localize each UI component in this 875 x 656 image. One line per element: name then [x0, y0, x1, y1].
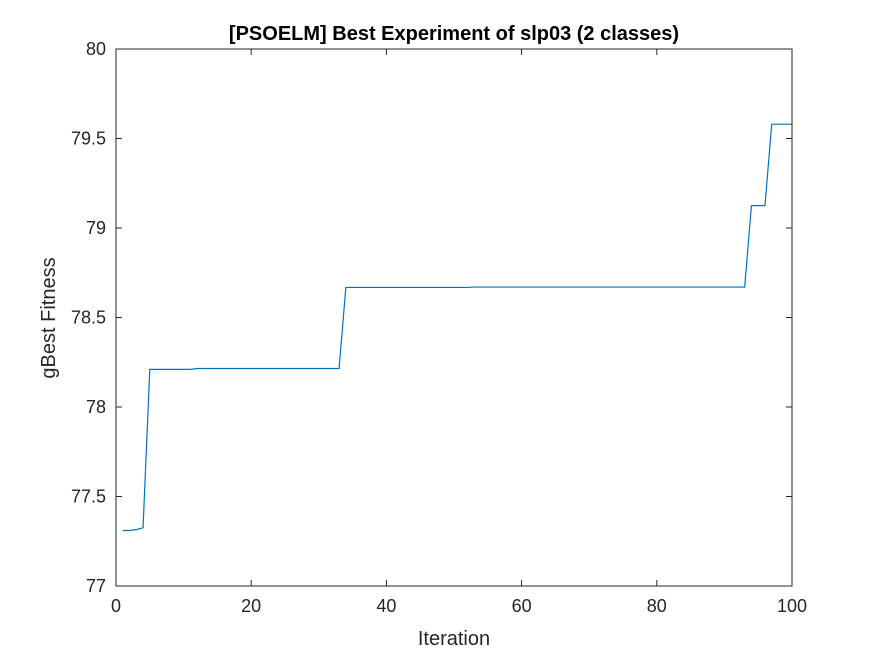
y-tick-label-5: 79.5: [71, 129, 106, 149]
y-tick-label-6: 80: [86, 39, 106, 59]
axis-tick-labels: 0 20 40 60 80 100 77 77.5 78 78.5 79 79.5 80: [71, 39, 807, 616]
series-line: [122, 123, 792, 532]
chart-title: [PSOELM] Best Experiment of slp03 (2 cla…: [229, 23, 679, 45]
x-tick-label-0: 0: [111, 596, 121, 616]
plot-box: [115, 48, 793, 587]
plot-area: [116, 49, 792, 586]
y-tick-label-0: 77: [86, 576, 106, 596]
x-tick-label-4: 80: [647, 596, 667, 616]
y-axis-label: gBest Fitness: [38, 257, 60, 378]
y-tick-label-4: 79: [86, 218, 106, 238]
x-tick-label-3: 60: [512, 596, 532, 616]
y-tick-label-2: 78: [86, 397, 106, 417]
x-axis-label: Iteration: [418, 628, 490, 650]
y-tick-label-3: 78.5: [71, 308, 106, 328]
x-tick-label-1: 20: [241, 596, 261, 616]
y-tick-label-1: 77.5: [71, 487, 106, 507]
x-tick-label-2: 40: [376, 596, 396, 616]
x-tick-label-5: 100: [777, 596, 807, 616]
